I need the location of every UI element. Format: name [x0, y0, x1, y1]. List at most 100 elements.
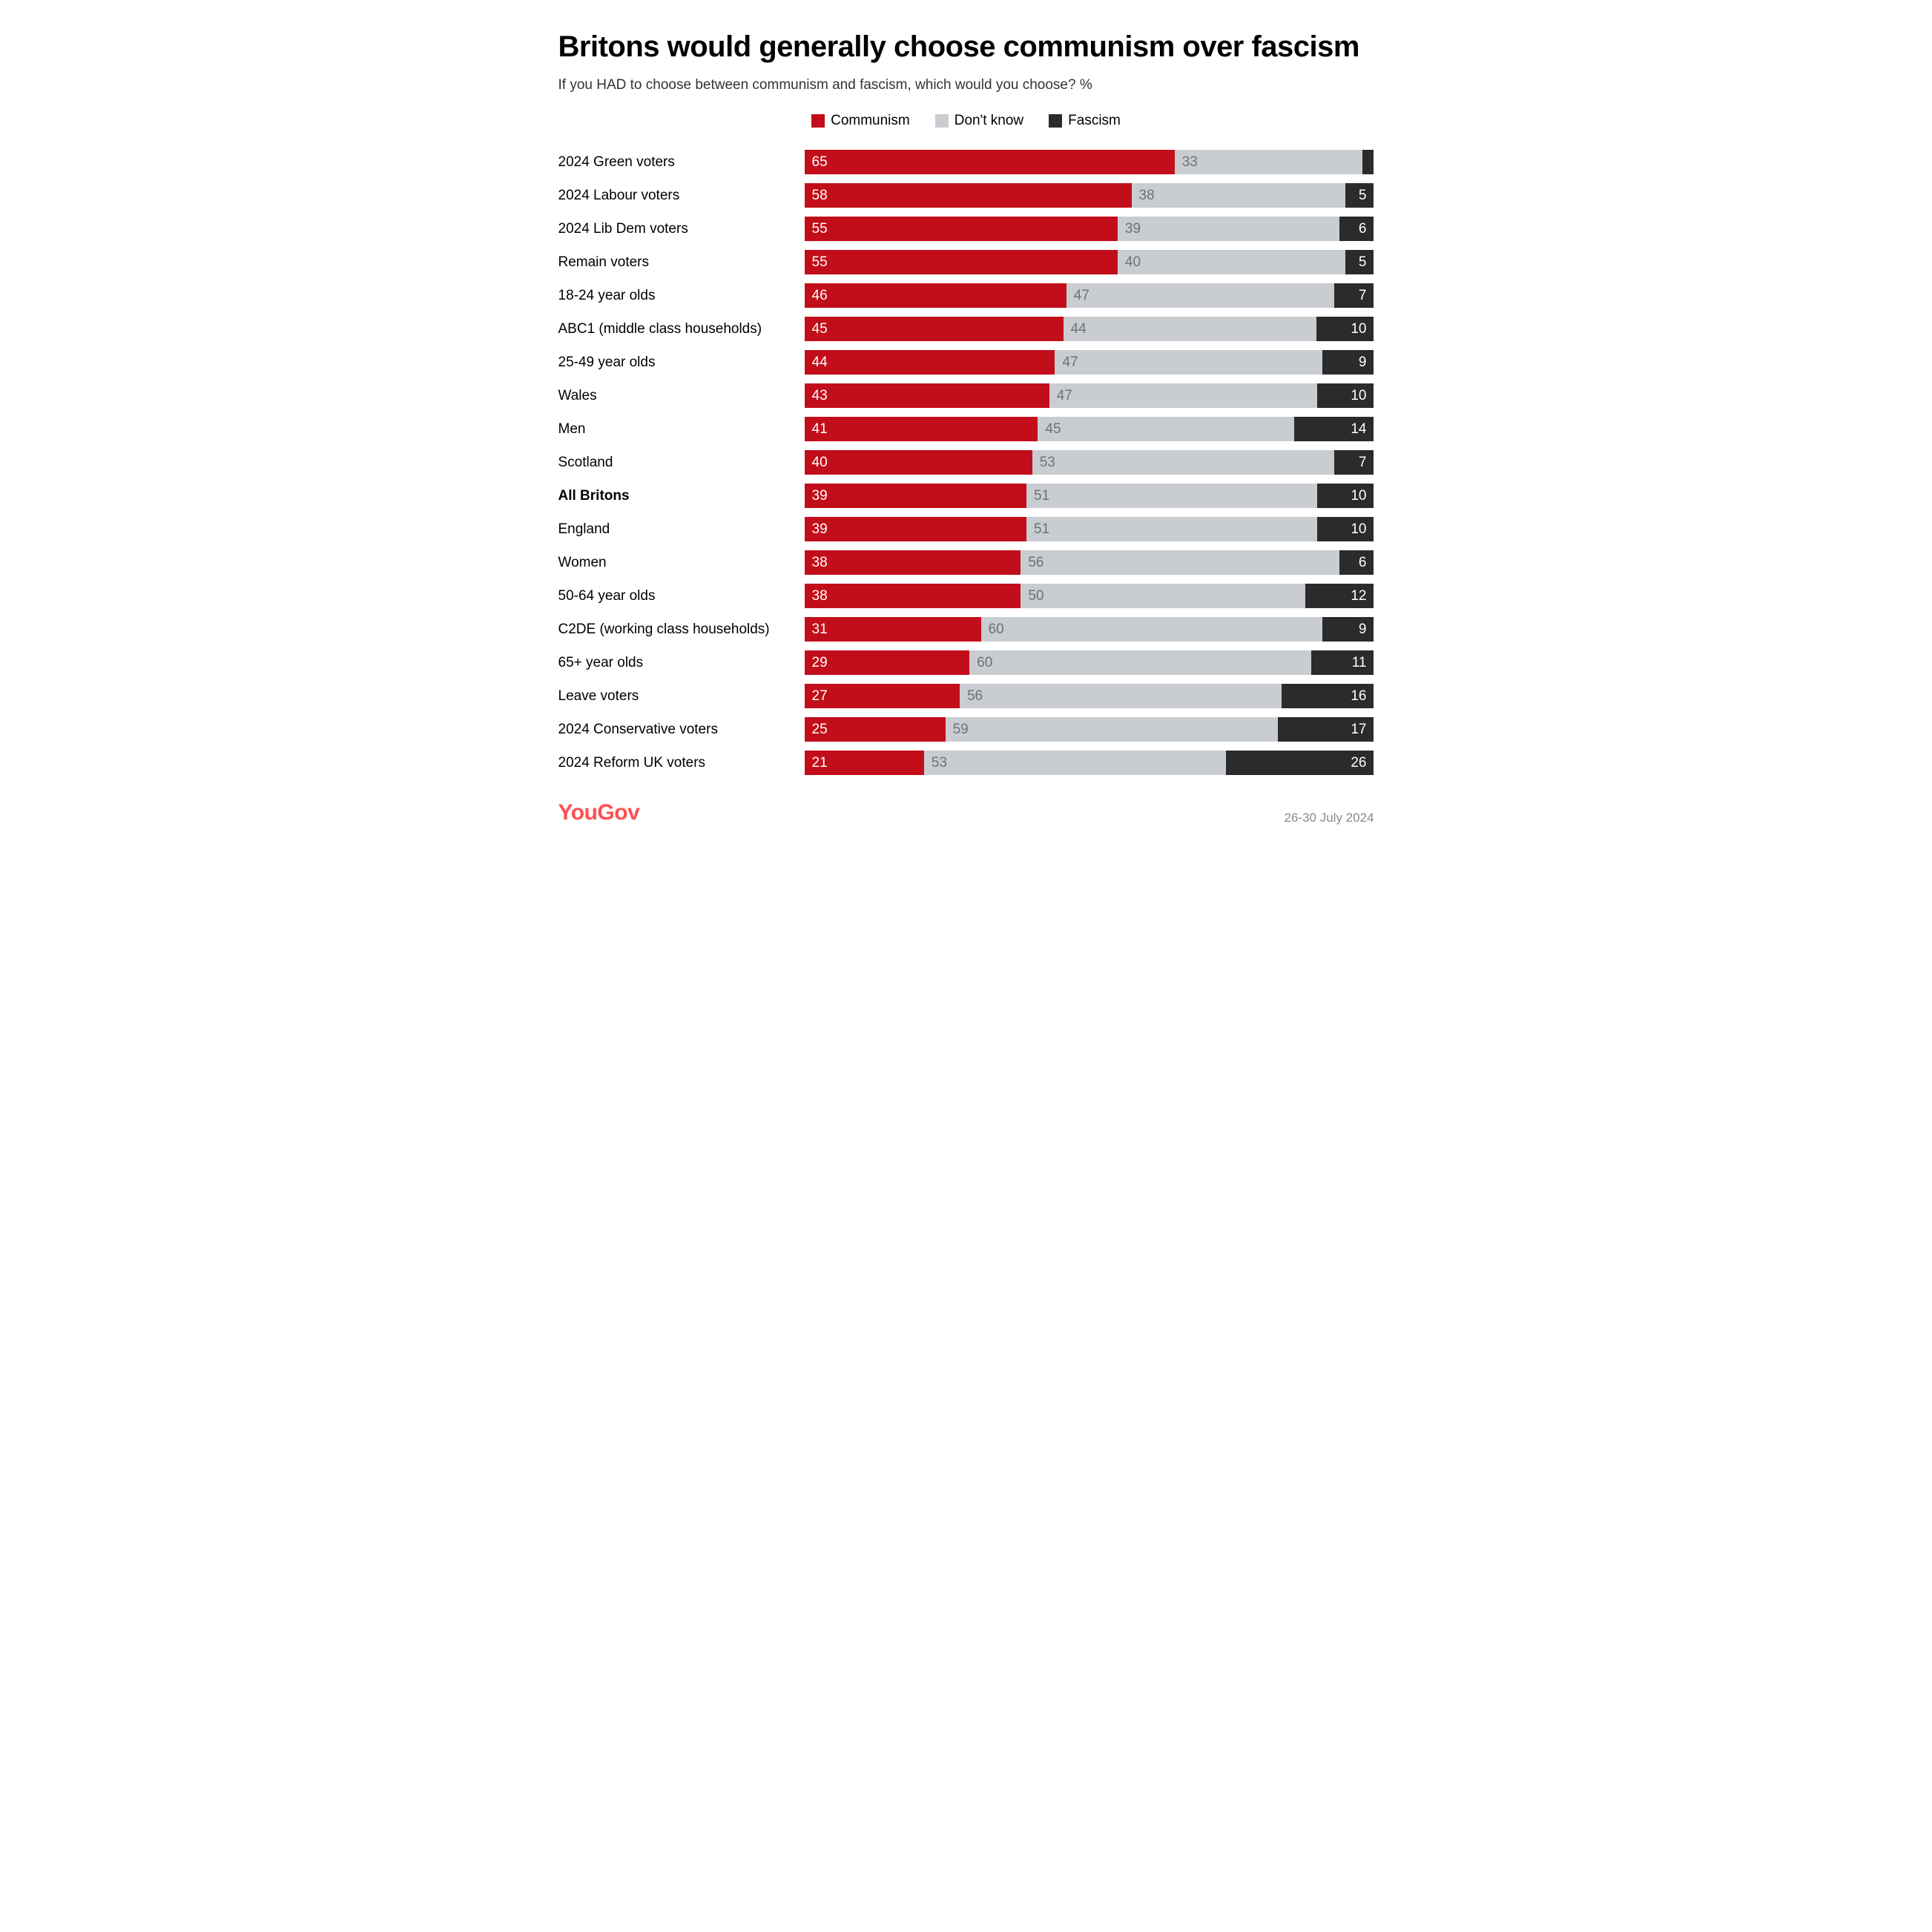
chart-row: Leave voters27 56 16 — [558, 679, 1374, 713]
bar-value-dont_know: 44 — [1065, 321, 1092, 337]
bar-value-dont_know: 60 — [983, 622, 1010, 638]
bar-value-communism: 44 — [806, 355, 834, 371]
chart-footer: YouGov 26-30 July 2024 — [558, 800, 1374, 825]
bar-track: 38566 — [805, 550, 1374, 575]
bar-value-dont_know: 50 — [1022, 588, 1049, 604]
chart-row: 2024 Green voters6533 — [558, 145, 1374, 179]
row-label: Men — [558, 421, 805, 438]
bar-segment-fascism — [1362, 150, 1374, 174]
bar-value-dont_know: 60 — [971, 655, 998, 671]
chart-row: 2024 Reform UK voters215326 — [558, 746, 1374, 779]
bar-value-communism: 25 — [806, 722, 834, 738]
bar-value-communism: 38 — [806, 588, 834, 604]
legend-label-communism: Communism — [831, 113, 910, 129]
bar-segment-fascism: 7 — [1334, 283, 1374, 308]
bar-value-fascism: 14 — [1345, 421, 1372, 438]
bar-track: 29 60 11 — [805, 650, 1374, 675]
bar-track: 414514 — [805, 417, 1374, 441]
bar-segment-communism: 55 — [805, 217, 1118, 241]
bar-segment-dont_know: 50 — [1021, 584, 1305, 608]
row-label: C2DE (working class households) — [558, 622, 805, 638]
bar-track: 46 477 — [805, 283, 1374, 308]
bar-segment-dont_know: 47 — [1066, 283, 1334, 308]
bar-segment-dont_know: 33 — [1175, 150, 1362, 174]
bar-segment-communism: 44 — [805, 350, 1055, 375]
bar-value-fascism: 7 — [1353, 455, 1373, 471]
bar-value-fascism: 10 — [1345, 521, 1372, 538]
bar-segment-fascism: 17 — [1278, 717, 1374, 742]
bar-track: 3160 9 — [805, 617, 1374, 642]
bar-segment-dont_know: 51 — [1026, 517, 1317, 541]
bar-value-dont_know: 40 — [1119, 254, 1147, 271]
bar-value-fascism: 16 — [1345, 688, 1372, 705]
bar-segment-communism: 27 — [805, 684, 960, 708]
bar-value-dont_know: 39 — [1119, 221, 1147, 237]
row-label: Scotland — [558, 455, 805, 471]
row-label: 18-24 year olds — [558, 288, 805, 304]
chart-row: 18-24 year olds46 477 — [558, 279, 1374, 312]
bar-value-communism: 27 — [806, 688, 834, 705]
bar-value-fascism: 10 — [1345, 488, 1372, 504]
bar-value-dont_know: 47 — [1051, 388, 1078, 404]
legend-swatch-fascism — [1049, 114, 1062, 128]
bar-value-communism: 21 — [806, 755, 834, 771]
bar-segment-dont_know: 38 — [1132, 183, 1346, 208]
bar-track: 5540 5 — [805, 250, 1374, 274]
bar-value-communism: 58 — [806, 188, 834, 204]
bar-value-dont_know: 33 — [1176, 154, 1204, 171]
chart-title: Britons would generally choose communism… — [558, 30, 1374, 64]
chart-row: 50-64 year olds385012 — [558, 579, 1374, 613]
row-label: 2024 Lib Dem voters — [558, 221, 805, 237]
row-label: Leave voters — [558, 688, 805, 705]
bar-segment-communism: 31 — [805, 617, 981, 642]
row-label: ABC1 (middle class households) — [558, 321, 805, 337]
bar-segment-dont_know: 51 — [1026, 484, 1317, 508]
chart-row: 2024 Lib Dem voters55396 — [558, 212, 1374, 245]
bar-segment-communism: 43 — [805, 383, 1049, 408]
bar-segment-fascism: 14 — [1294, 417, 1374, 441]
bar-track: 25 59 17 — [805, 717, 1374, 742]
bar-value-communism: 55 — [806, 221, 834, 237]
chart-row: Wales434710 — [558, 379, 1374, 412]
bar-value-communism: 39 — [806, 521, 834, 538]
bar-segment-communism: 55 — [805, 250, 1118, 274]
chart-row: Scotland4053 7 — [558, 446, 1374, 479]
bar-value-fascism: 10 — [1345, 321, 1372, 337]
bar-value-fascism: 9 — [1353, 622, 1373, 638]
chart-row: 2024 Conservative voters25 59 17 — [558, 713, 1374, 746]
bar-value-fascism: 17 — [1345, 722, 1372, 738]
bar-segment-dont_know: 40 — [1118, 250, 1345, 274]
bar-value-fascism: 5 — [1353, 254, 1373, 271]
row-label: England — [558, 521, 805, 538]
bar-segment-communism: 40 — [805, 450, 1032, 475]
bar-segment-dont_know: 56 — [1021, 550, 1339, 575]
bar-value-fascism: 26 — [1345, 755, 1372, 771]
bar-value-communism: 39 — [806, 488, 834, 504]
bar-segment-dont_know: 60 — [981, 617, 1323, 642]
bar-value-communism: 46 — [806, 288, 834, 304]
bar-segment-fascism: 5 — [1345, 183, 1374, 208]
chart-row: Men414514 — [558, 412, 1374, 446]
chart-row: ABC1 (middle class households)454410 — [558, 312, 1374, 346]
bar-value-dont_know: 59 — [947, 722, 975, 738]
bar-value-fascism: 9 — [1353, 355, 1373, 371]
bar-segment-communism: 65 — [805, 150, 1175, 174]
bar-value-communism: 29 — [806, 655, 834, 671]
bar-value-fascism: 5 — [1353, 188, 1373, 204]
bar-segment-dont_know: 56 — [960, 684, 1282, 708]
chart-rows: 2024 Green voters65332024 Labour voters5… — [558, 145, 1374, 779]
bar-segment-dont_know: 47 — [1049, 383, 1317, 408]
bar-segment-dont_know: 44 — [1064, 317, 1316, 341]
row-label: 2024 Conservative voters — [558, 722, 805, 738]
bar-value-dont_know: 45 — [1039, 421, 1066, 438]
bar-segment-fascism: 16 — [1282, 684, 1374, 708]
survey-date: 26-30 July 2024 — [1285, 811, 1374, 825]
bar-segment-fascism: 11 — [1311, 650, 1374, 675]
bar-value-dont_know: 53 — [1034, 455, 1061, 471]
bar-value-dont_know: 51 — [1028, 521, 1055, 538]
row-label: 2024 Labour voters — [558, 188, 805, 204]
bar-value-dont_know: 51 — [1028, 488, 1055, 504]
bar-track: 55396 — [805, 217, 1374, 241]
legend-item-fascism: Fascism — [1049, 113, 1121, 129]
row-label: 50-64 year olds — [558, 588, 805, 604]
